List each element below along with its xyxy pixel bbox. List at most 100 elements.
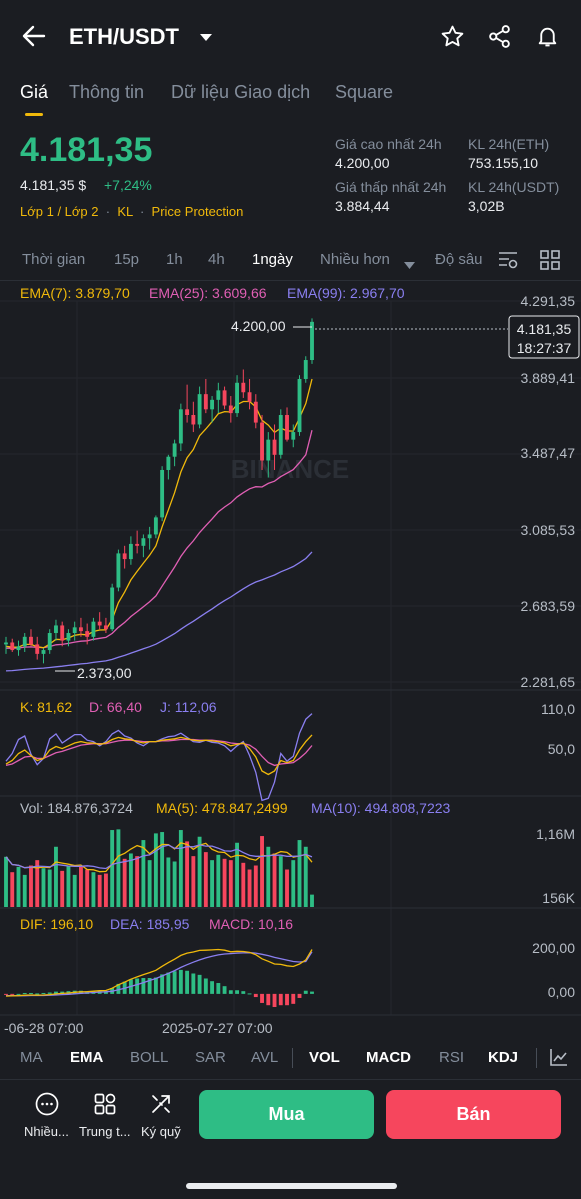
tf-1d[interactable]: 1ngày [252,251,293,268]
macd-bar [54,991,58,994]
volume-bar [235,842,239,907]
tag-kl[interactable]: KL [117,204,133,219]
price-tag-box[interactable] [508,315,580,359]
tf-more[interactable]: Nhiều hơn [320,251,390,268]
margin-icon[interactable] [149,1092,173,1116]
volume-bar [35,860,40,907]
tab-square[interactable]: Square [335,82,394,102]
buy-button[interactable]: Mua [199,1090,374,1139]
indicator-macd[interactable]: MACD [366,1049,411,1066]
chart-settings-icon[interactable] [497,249,519,271]
price-axis-5: 2.281,65 [521,674,576,690]
tf-more-caret-icon[interactable] [404,257,415,275]
more-label[interactable]: Nhiều... [24,1124,69,1139]
volume-bar [160,832,165,907]
trading-center-icon[interactable] [93,1092,117,1116]
vol-axis-1: 156K [542,890,575,906]
candle-body [247,392,252,402]
candle-body [241,382,246,393]
candle-body [54,625,58,634]
candle-body [160,469,165,518]
bell-icon[interactable] [535,23,560,49]
macd-bar [103,991,108,994]
high-marker: 4.200,00 [231,318,286,334]
kdj-k-legend: K: 81,62 [20,699,72,715]
share-icon[interactable] [487,24,512,49]
dropdown-caret-icon[interactable] [199,30,213,41]
candle-body [191,415,196,425]
tf-4h[interactable]: 4h [208,251,225,268]
candle-body [266,439,271,461]
price-axis-1: 3.889,41 [521,370,576,386]
volume-bar [122,858,127,907]
macd-bar [285,993,289,1006]
indicator-ma[interactable]: MA [20,1049,43,1066]
kdj-j-path [5,713,313,802]
indicator-boll[interactable]: BOLL [130,1049,169,1066]
indicator-rsi[interactable]: RSI [439,1049,465,1066]
indicator-vol[interactable]: VOL [309,1049,340,1066]
volume-bar [110,830,115,907]
margin-label[interactable]: Ký quỹ [141,1124,181,1139]
volume-bar [41,868,46,907]
more-icon[interactable] [35,1092,59,1116]
candle-body [272,439,277,455]
macd-bar [10,993,15,995]
kdj-j-legend: J: 112,06 [160,699,217,715]
candle-body [91,621,96,637]
macd-bar [116,983,121,994]
back-arrow-icon[interactable] [20,22,48,50]
macd-bar [310,991,314,994]
tag-price-protection[interactable]: Price Protection [151,204,244,219]
candle-body [135,543,140,546]
candle-body [291,432,296,440]
grid-layout-icon[interactable] [539,249,561,271]
candle-body [203,394,208,410]
macd-bar [235,990,239,994]
tf-depth[interactable]: Độ sâu [435,251,483,268]
volume-bar [216,854,221,907]
candle-body [41,650,46,654]
price-tags: Lớp 1 / Lớp 2 · KL · Price Protection [20,204,244,219]
indicator-settings-icon[interactable] [549,1047,569,1067]
macd-bar [135,978,140,994]
volume-bar [10,872,15,907]
tf-time[interactable]: Thời gian [22,251,86,268]
high-24h-value: 4.200,00 [335,155,390,171]
tab-trading-data[interactable]: Dữ liệu Giao dịch [171,82,311,102]
trading-center-label[interactable]: Trung t... [79,1124,131,1139]
volume-bar [22,874,27,907]
candle-body [16,646,21,651]
indicator-avl[interactable]: AVL [251,1049,279,1066]
candle-body [210,399,215,410]
candle-body [4,642,8,645]
macd-bar [222,986,227,994]
chart-area[interactable]: BINANCE EMA(7): 3.879,70 EMA(25): 3.609,… [0,280,581,1050]
indicator-sar[interactable]: SAR [195,1049,226,1066]
tab-info[interactable]: Thông tin [69,82,145,102]
pair-title[interactable]: ETH/USDT [69,24,179,49]
star-icon[interactable] [440,24,465,49]
candle-body [35,644,40,654]
candle-body [278,415,283,455]
volume-bar [241,862,246,907]
last-price: 4.181,35 [20,131,153,169]
sell-button[interactable]: Bán [386,1090,561,1139]
candle-body [303,360,308,379]
tab-price[interactable]: Giá [20,82,49,102]
vol-ma5-path [5,842,313,873]
macd-bar [185,970,190,994]
volume-bar [116,829,121,907]
macd-bar [272,993,277,1008]
tf-1h[interactable]: 1h [166,251,183,268]
volume-bar [66,865,71,907]
tag-layer[interactable]: Lớp 1 / Lớp 2 [20,204,99,219]
tf-15m[interactable]: 15p [114,251,140,268]
tab-active-indicator [25,113,43,116]
volume-bar [4,856,8,907]
candle-body [297,378,302,433]
vol-legend: Vol: 184.876,3724 [20,800,133,816]
indicator-kdj[interactable]: KDJ [488,1049,519,1066]
candle-body [29,636,33,645]
indicator-ema[interactable]: EMA [70,1049,104,1066]
